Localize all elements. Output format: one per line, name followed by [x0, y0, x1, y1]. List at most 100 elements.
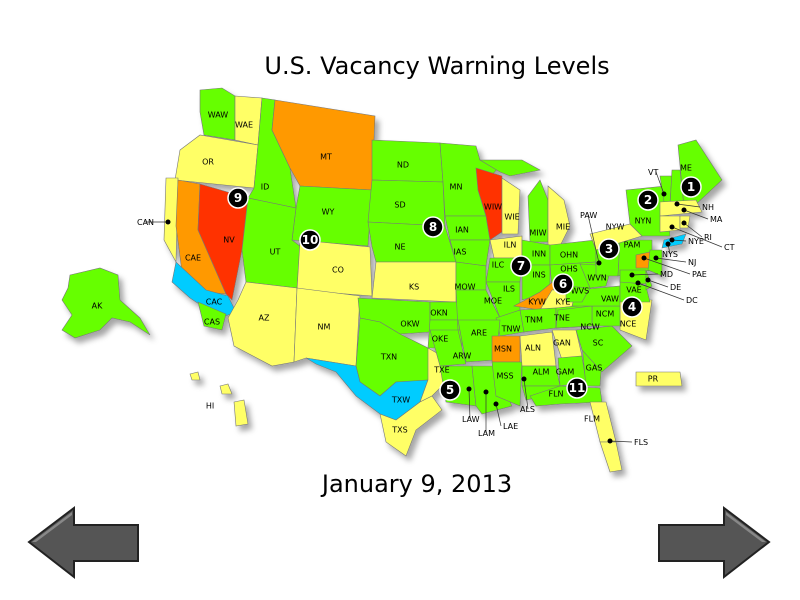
region-ct[interactable] — [659, 215, 681, 233]
region-wie[interactable] — [501, 177, 521, 235]
callout-label: RI — [704, 233, 712, 242]
region-label: GAS — [586, 364, 603, 373]
region-nj[interactable] — [647, 249, 663, 277]
region-ma[interactable] — [659, 199, 703, 217]
marker-circle — [621, 296, 643, 318]
callout-line — [468, 388, 471, 420]
callout-dot — [661, 191, 667, 197]
region-label: TXE — [433, 366, 449, 375]
region-fls[interactable] — [599, 441, 623, 473]
region-label: CO — [332, 266, 344, 275]
callout-line — [495, 403, 502, 427]
marker-circle — [680, 176, 702, 198]
region-lae[interactable] — [471, 365, 513, 415]
region-label: ILC — [492, 261, 505, 270]
callout-dot — [607, 438, 613, 444]
region-label: MIE — [556, 223, 570, 232]
region-label: VAW — [601, 295, 619, 304]
marker-number: 3 — [605, 242, 613, 256]
callout-line — [647, 279, 669, 288]
region-az[interactable] — [227, 281, 298, 367]
region-label: WVS — [571, 287, 589, 296]
region-txs[interactable] — [379, 395, 443, 457]
region-label: HI — [206, 402, 214, 411]
warning-marker[interactable]: 5 — [439, 379, 461, 401]
previous-button[interactable] — [26, 505, 142, 581]
region-label: CAS — [204, 318, 220, 327]
region-ncw[interactable] — [555, 305, 593, 329]
marker-circle — [598, 238, 620, 260]
region-me[interactable] — [677, 139, 723, 211]
region-label: MIW — [529, 229, 546, 238]
region-label: NCE — [620, 320, 637, 329]
callout-dot — [641, 255, 647, 261]
callout-dot — [635, 280, 641, 286]
region-label: MOW — [454, 283, 475, 292]
callout-label: LAE — [503, 422, 518, 431]
region-label: PAM — [624, 241, 641, 250]
region-label: TNE — [553, 314, 570, 323]
labels-layer: WAW WAE OR ID MT WY CAN CAE NV CAC CAS UT CO AZ NM ND SD… — [92, 111, 735, 448]
arrow-highlight — [726, 512, 766, 542]
region-pr[interactable] — [635, 371, 683, 387]
region-label: IAS — [454, 248, 467, 257]
region-label: OKE — [432, 335, 449, 344]
region-mss[interactable] — [491, 361, 523, 407]
region-label: NCM — [596, 310, 615, 319]
callout-label: DE — [670, 283, 681, 292]
region-ak[interactable] — [61, 267, 151, 339]
region-sc[interactable] — [575, 325, 633, 373]
region-nyn[interactable] — [625, 185, 671, 237]
region-miu[interactable] — [478, 159, 541, 177]
map-title: U.S. Vacancy Warning Levels — [264, 52, 610, 80]
region-label: MSN — [494, 345, 512, 354]
region-label: INS — [532, 271, 545, 280]
region-label: NCW — [580, 323, 600, 332]
region-cas[interactable] — [197, 301, 227, 331]
region-label: ALN — [525, 344, 541, 353]
region-ut[interactable] — [241, 197, 301, 289]
region-mie[interactable] — [547, 185, 571, 247]
region-label: OKN — [430, 309, 448, 318]
region-wvs[interactable] — [565, 285, 591, 303]
region-hi[interactable] — [233, 399, 249, 427]
warning-marker[interactable]: 11 — [566, 377, 588, 399]
callout-line — [643, 257, 691, 275]
warning-marker[interactable]: 9 — [227, 187, 249, 209]
region-label: GAN — [553, 339, 571, 348]
warning-marker[interactable]: 10 — [299, 229, 321, 251]
region-or[interactable] — [174, 134, 259, 189]
warning-marker[interactable]: 1 — [680, 176, 702, 198]
callout-line — [683, 209, 709, 220]
marker-number: 10 — [302, 233, 319, 247]
next-button[interactable] — [656, 505, 772, 581]
region-label: TNM — [524, 316, 543, 325]
region-hi[interactable] — [189, 371, 201, 381]
callout-line — [609, 440, 633, 443]
region-label: ARE — [471, 329, 487, 338]
warning-marker[interactable]: 7 — [510, 255, 532, 277]
callout-label: FLS — [634, 438, 648, 447]
warning-marker[interactable]: 6 — [552, 273, 574, 295]
region-arw[interactable] — [429, 329, 467, 367]
callout-label: NH — [702, 203, 714, 212]
region-can[interactable] — [163, 177, 179, 264]
warning-marker[interactable]: 4 — [621, 296, 643, 318]
warning-marker[interactable]: 2 — [637, 189, 659, 211]
region-label: SD — [394, 201, 405, 210]
callout-label: NJ — [688, 258, 696, 267]
callout-label: VT — [648, 168, 658, 177]
region-label: NYW — [606, 223, 625, 232]
warning-marker[interactable]: 3 — [598, 238, 620, 260]
arrow-left-icon — [27, 505, 139, 580]
region-hi[interactable] — [219, 383, 233, 395]
region-label: AZ — [259, 314, 270, 323]
region-label: TXN — [380, 353, 397, 362]
callout-dot — [674, 201, 680, 207]
region-label: OKW — [400, 320, 419, 329]
region-label: MSS — [496, 372, 513, 381]
warning-marker[interactable]: 8 — [422, 216, 444, 238]
region-cac[interactable] — [171, 261, 237, 319]
region-label: VAE — [626, 286, 642, 295]
